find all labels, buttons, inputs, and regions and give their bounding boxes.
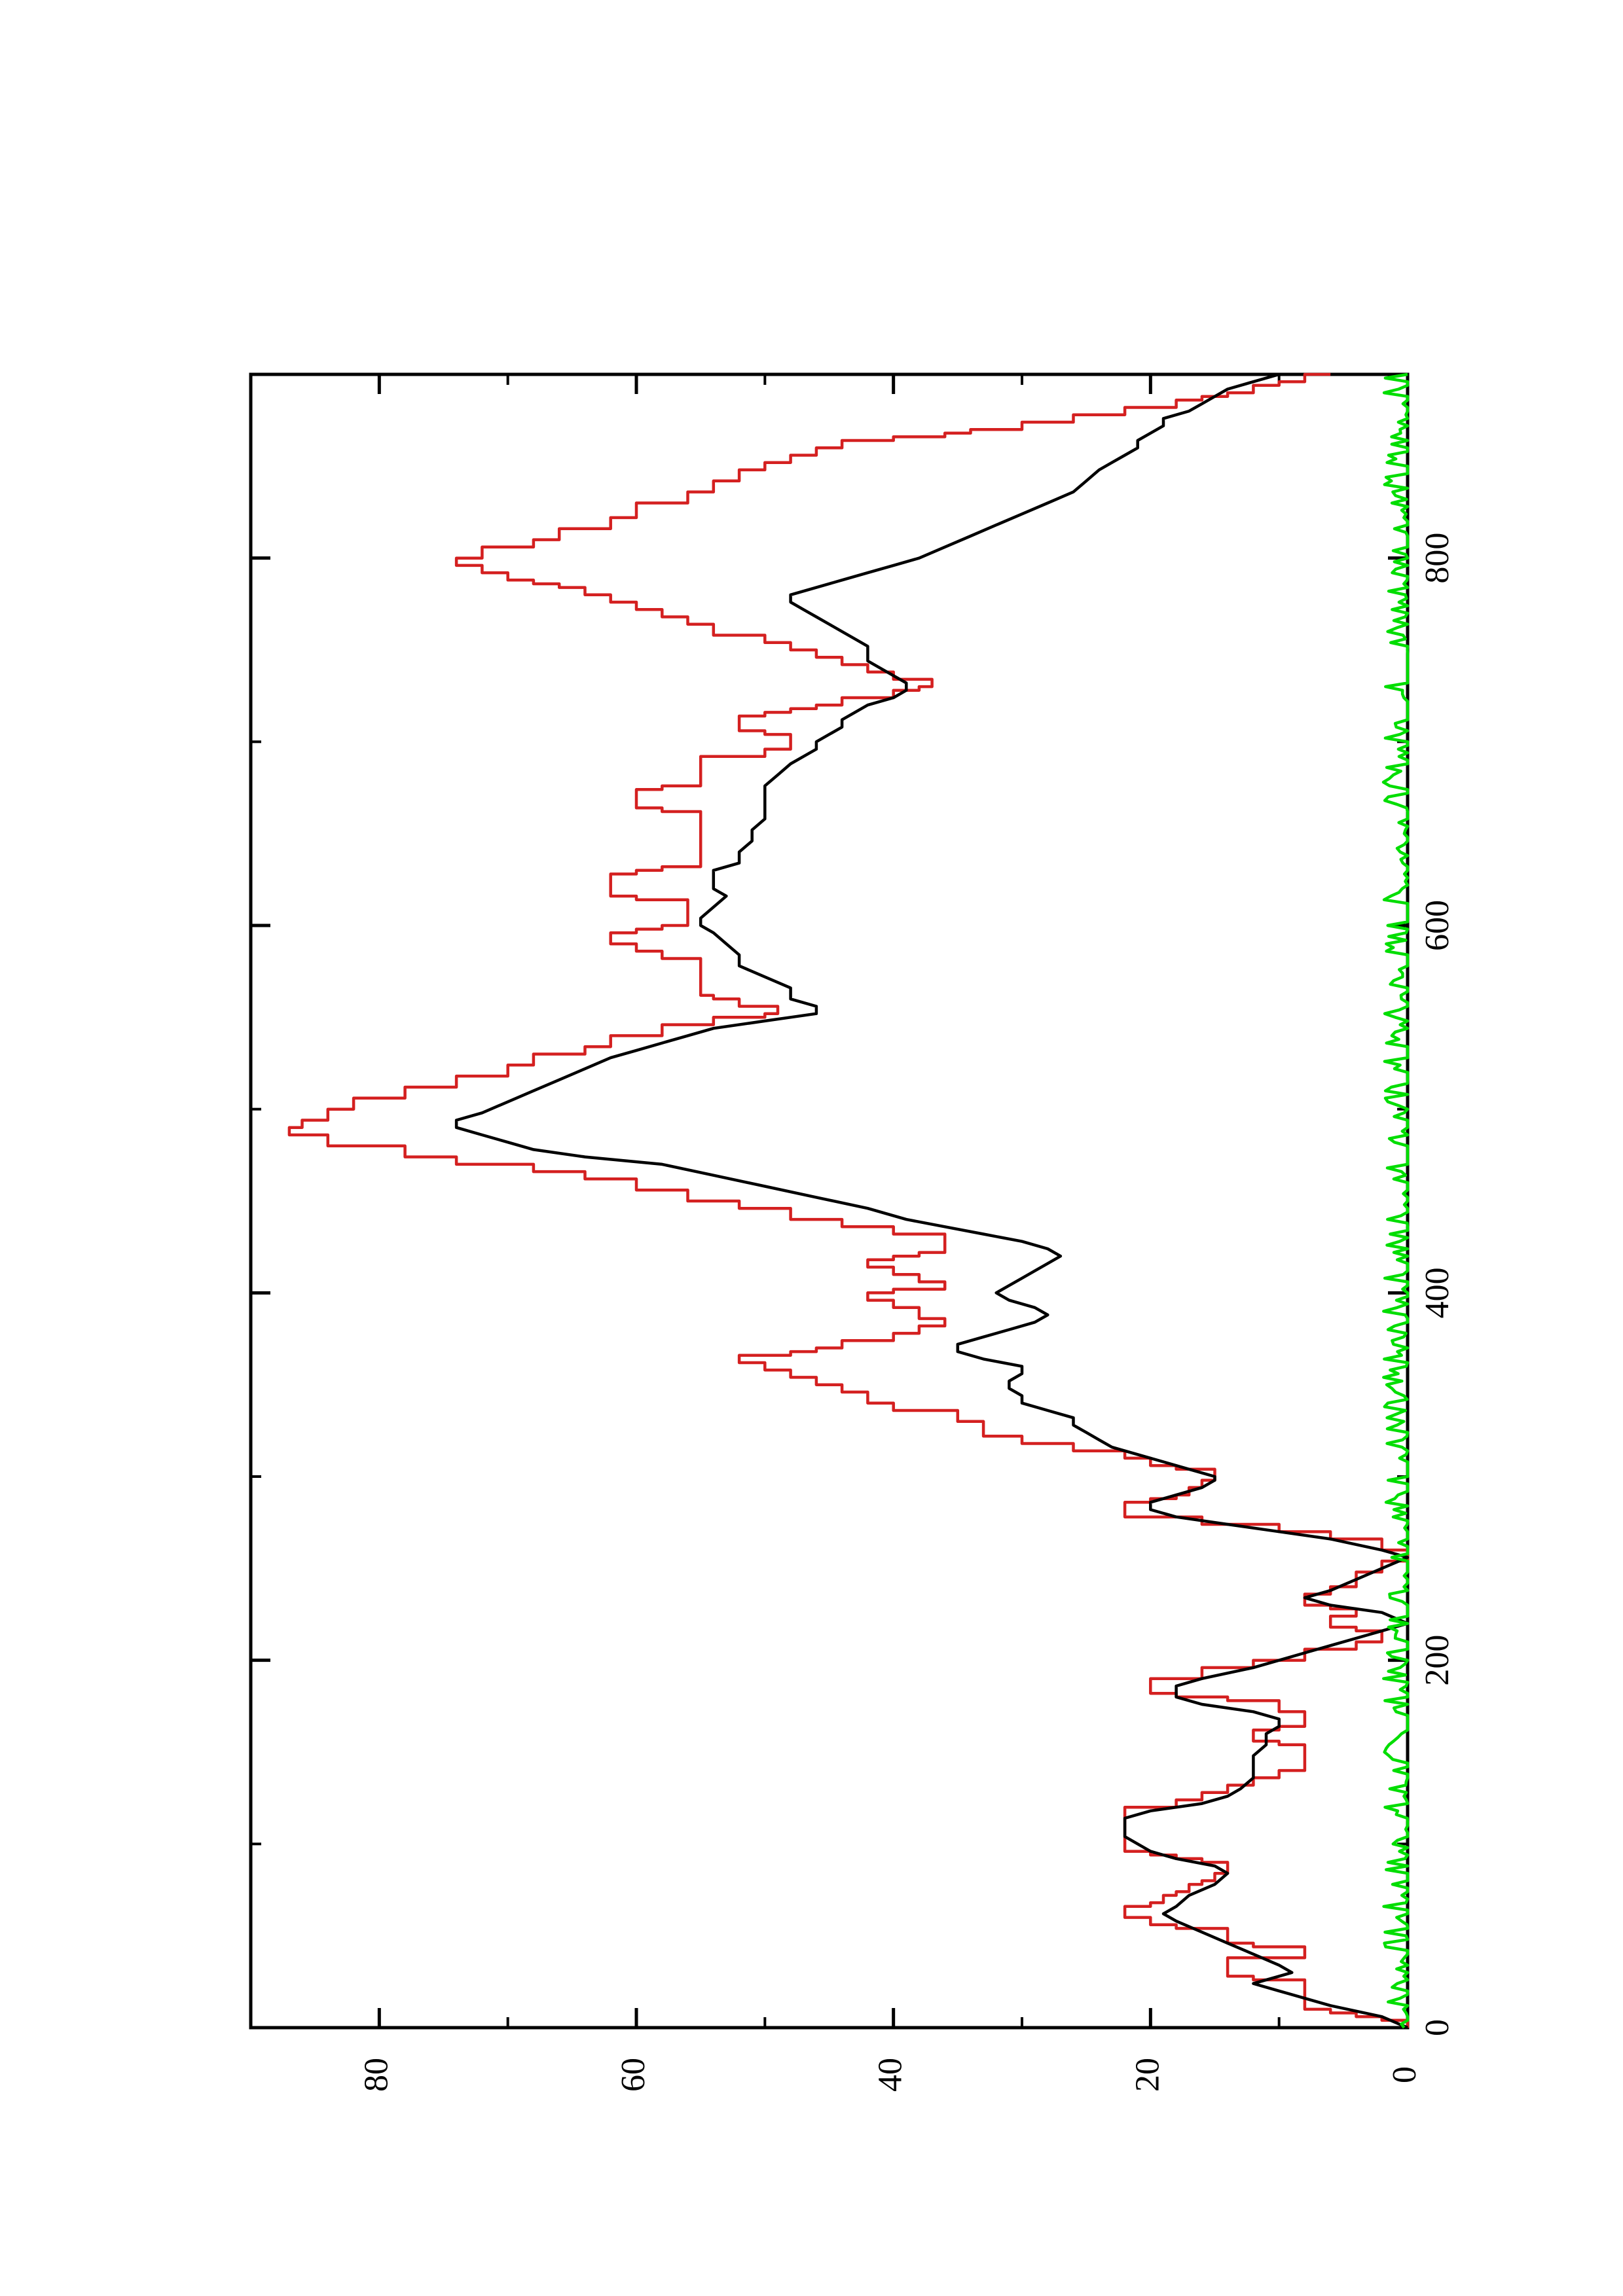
y-tick-label: 80	[357, 2058, 395, 2092]
y-tick-label: 20	[1129, 2058, 1166, 2092]
series-layer	[287, 372, 1410, 2030]
green-noise-series	[1381, 372, 1410, 2029]
x-tick-label: 0	[1419, 2019, 1456, 2036]
red-step-series	[287, 372, 1410, 2028]
x-tick-label: 800	[1419, 533, 1456, 584]
black-series	[454, 372, 1410, 2030]
y-tick-label: 40	[872, 2058, 909, 2092]
x-tick-label: 200	[1419, 1635, 1456, 1686]
axis-tick-labels: 0 200 400 600 800 0 20 40 60 80	[357, 533, 1456, 2092]
y-tick-label: 60	[615, 2058, 652, 2092]
x-tick-label: 600	[1419, 900, 1456, 951]
x-tick-label: 400	[1419, 1267, 1456, 1318]
y-tick-label: 0	[1386, 2066, 1423, 2083]
